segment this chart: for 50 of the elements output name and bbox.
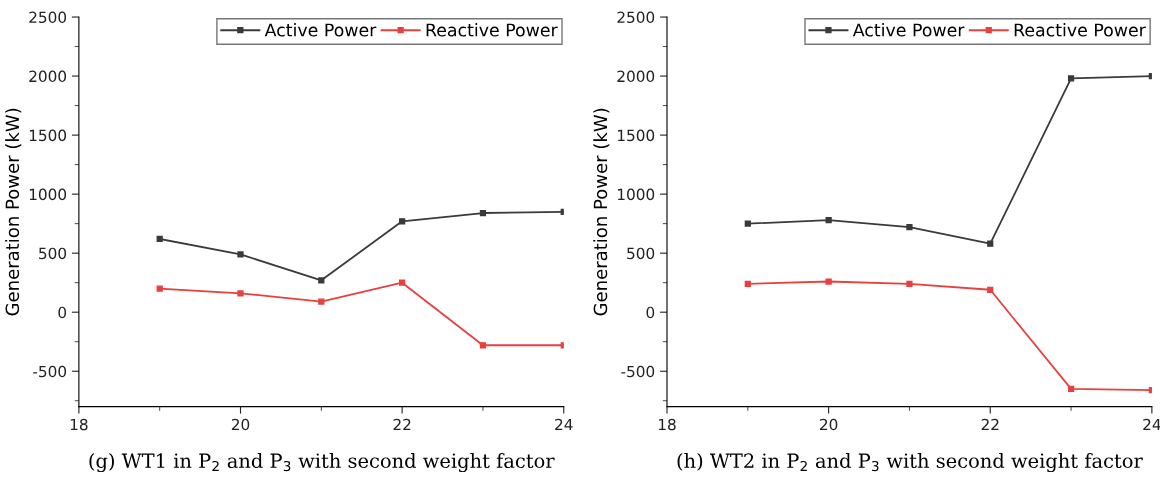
y-tick-label: -500 <box>621 365 655 378</box>
y-tick-label: 2000 <box>617 70 655 83</box>
y-axis-title: Generation Power (kW) <box>593 108 610 316</box>
y-tick-label: 2500 <box>617 11 655 24</box>
legend-label: Active Power <box>264 23 377 37</box>
point <box>825 216 832 224</box>
point <box>237 290 244 297</box>
legend-label: Reactive Power <box>1014 23 1146 37</box>
y-tick-label: 0 <box>646 306 655 319</box>
y-tick-label: 1000 <box>29 188 67 201</box>
point <box>744 280 751 287</box>
y-tick-label: 1500 <box>617 129 655 142</box>
point <box>237 251 244 258</box>
y-axis-title: Generation Power (kW) <box>5 108 22 316</box>
x-tick-label: 22 <box>393 418 411 431</box>
point <box>987 286 994 293</box>
point <box>825 278 832 285</box>
point <box>1067 75 1075 82</box>
point <box>479 342 487 349</box>
x-tick-label: 20 <box>820 418 838 431</box>
legend-label: Reactive Power <box>426 23 558 37</box>
text: (h) WT2 in P$_{2}$ and P$_{3}$ with second weight factor <box>677 453 1143 473</box>
point <box>987 240 994 247</box>
point <box>156 285 163 292</box>
point <box>318 298 325 305</box>
y-tick-label: 500 <box>39 247 67 260</box>
y-tick-label: 500 <box>627 247 655 260</box>
x-tick-label: 22 <box>981 418 999 431</box>
y-tick-label: 2500 <box>29 11 67 24</box>
point <box>906 224 913 231</box>
y-tick-label: 2000 <box>29 70 67 83</box>
point <box>906 280 913 287</box>
point <box>479 209 487 217</box>
point <box>399 218 406 225</box>
x-tick-label: 18 <box>70 418 88 431</box>
point <box>744 220 751 227</box>
y-tick-label: 1500 <box>29 129 67 142</box>
y-tick-label: -500 <box>33 365 67 378</box>
point <box>318 277 325 284</box>
text: (g) WT1 in P$_{2}$ and P$_{3}$ with second weight factor <box>89 453 555 473</box>
point <box>156 235 163 243</box>
y-tick-label: 0 <box>58 306 67 319</box>
legend-label: Active Power <box>852 23 965 37</box>
point <box>399 279 406 286</box>
x-tick-label: 18 <box>658 418 676 431</box>
point <box>1067 385 1075 393</box>
x-tick-label: 24 <box>555 418 573 431</box>
x-tick-label: 20 <box>231 418 250 431</box>
x-tick-label: 24 <box>1143 418 1160 431</box>
y-tick-label: 1000 <box>617 188 655 201</box>
